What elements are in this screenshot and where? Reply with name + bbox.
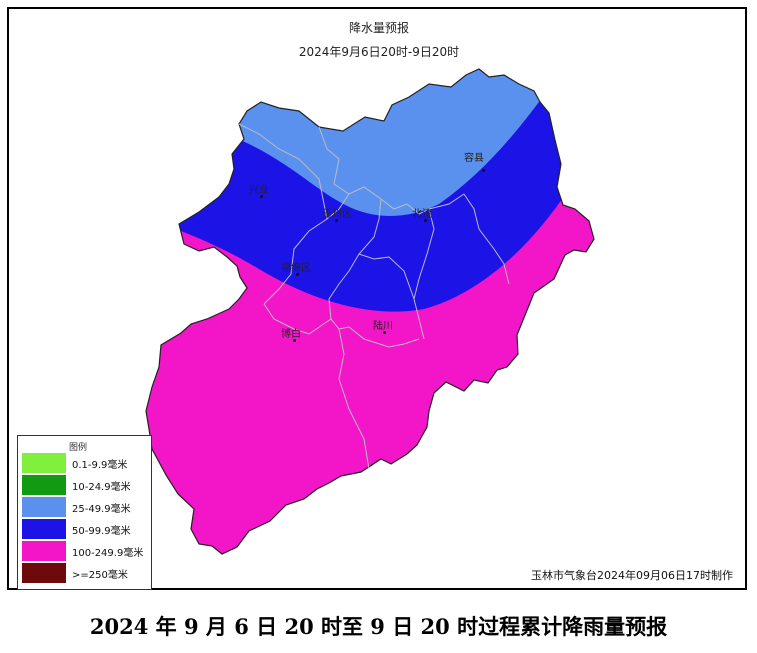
county-borders bbox=[238, 123, 510, 470]
legend-title: 图例 bbox=[68, 443, 87, 453]
legend-item: 100-249.9毫米 bbox=[22, 540, 150, 562]
legend-label: 100-249.9毫米 bbox=[72, 548, 144, 559]
place-label-beiliu: 北流 bbox=[412, 209, 432, 220]
map-title: 降水量预报 bbox=[348, 21, 409, 35]
legend-item: 25-49.9毫米 bbox=[22, 496, 150, 518]
place-label-luchuan: 陆川 bbox=[373, 321, 393, 332]
legend-item: 0.1-9.9毫米 bbox=[22, 452, 150, 474]
legend-label: 25-49.9毫米 bbox=[72, 504, 131, 515]
legend-swatch bbox=[22, 475, 66, 495]
page-caption: 2024 年 9 月 6 日 20 时至 9 日 20 时过程累计降雨量预报 bbox=[89, 614, 668, 639]
legend-label: 50-99.9毫米 bbox=[72, 526, 131, 537]
legend-label: 0.1-9.9毫米 bbox=[72, 460, 128, 471]
place-label-fumian: 福绵区 bbox=[281, 263, 311, 274]
legend-label: >=250毫米 bbox=[72, 570, 128, 581]
legend: 图例 0.1-9.9毫米 10-24.9毫米 25-49.9毫米 50-99.9… bbox=[17, 435, 152, 590]
legend-item: 50-99.9毫米 bbox=[22, 518, 150, 540]
map-frame: 降水量预报 2024年9月6日20时-9日20时 容县 兴业 玉州区 北流 福绵… bbox=[7, 7, 747, 590]
map-period: 2024年9月6日20时-9日20时 bbox=[298, 45, 460, 59]
rain-band-25-49 bbox=[146, 69, 594, 216]
place-label-rongxian: 容县 bbox=[464, 153, 484, 164]
rainfall-map bbox=[145, 68, 595, 555]
legend-label: 10-24.9毫米 bbox=[72, 482, 131, 493]
place-dot bbox=[260, 195, 263, 198]
legend-item: >=250毫米 bbox=[22, 562, 150, 584]
legend-item: 10-24.9毫米 bbox=[22, 474, 150, 496]
legend-swatch bbox=[22, 453, 66, 473]
place-dot bbox=[296, 273, 299, 276]
place-label-bobai: 博白 bbox=[281, 329, 301, 340]
legend-swatch bbox=[22, 563, 66, 583]
legend-swatch bbox=[22, 519, 66, 539]
place-label-yuzhou: 玉州区 bbox=[322, 209, 352, 220]
place-dot bbox=[335, 219, 338, 222]
legend-swatch bbox=[22, 497, 66, 517]
place-dot bbox=[383, 331, 386, 334]
place-dot bbox=[424, 219, 427, 222]
place-dot bbox=[482, 169, 485, 172]
place-label-xingye: 兴业 bbox=[249, 185, 269, 196]
producer-credit: 玉林市气象台2024年09月06日17时制作 bbox=[531, 569, 733, 582]
place-dot bbox=[293, 339, 296, 342]
legend-swatch bbox=[22, 541, 66, 561]
